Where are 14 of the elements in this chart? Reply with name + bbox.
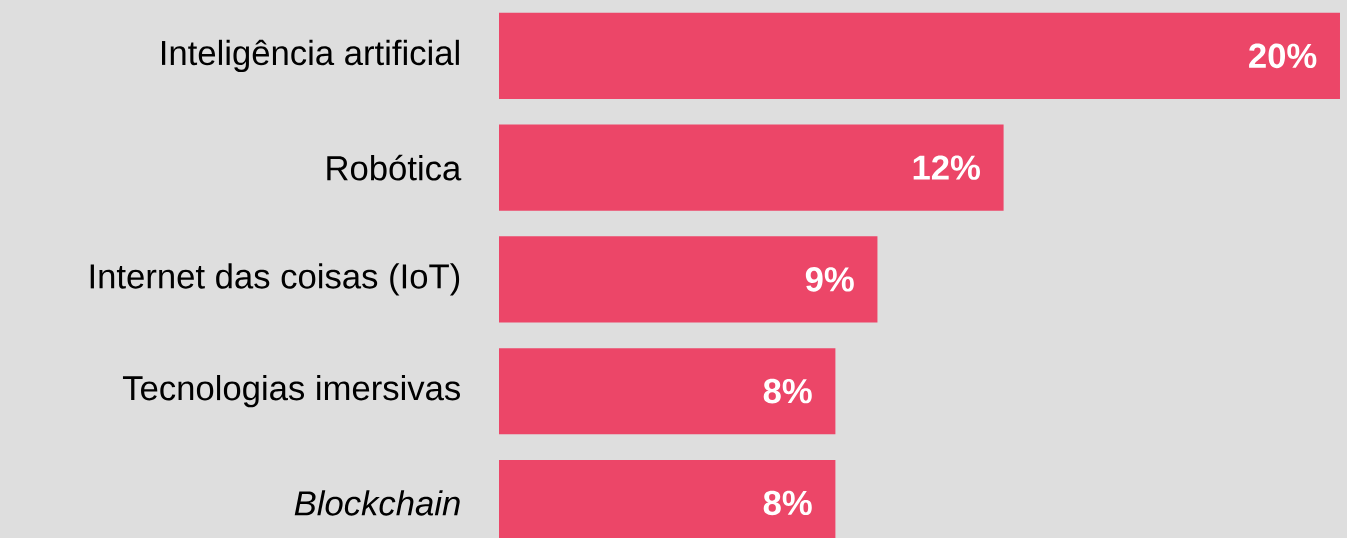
- data-label: 12%: [913, 155, 980, 180]
- data-label: 8%: [763, 378, 812, 404]
- bar: [499, 236, 878, 323]
- data-label: 9%: [805, 267, 854, 292]
- bar: [499, 12, 1340, 99]
- y-tick-label: Robótica: [327, 154, 462, 181]
- data-label: 20%: [1249, 43, 1317, 69]
- bar: [499, 348, 836, 435]
- y-tick-label: Blockchain: [294, 490, 460, 516]
- bar: [499, 124, 1004, 211]
- y-tick-label: Tecnologias imersivas: [122, 375, 460, 408]
- y-tick-label: Inteligência artificial: [161, 39, 459, 73]
- data-label: 8%: [763, 490, 812, 516]
- y-tick-label: Internet das coisas (IoT): [90, 263, 460, 296]
